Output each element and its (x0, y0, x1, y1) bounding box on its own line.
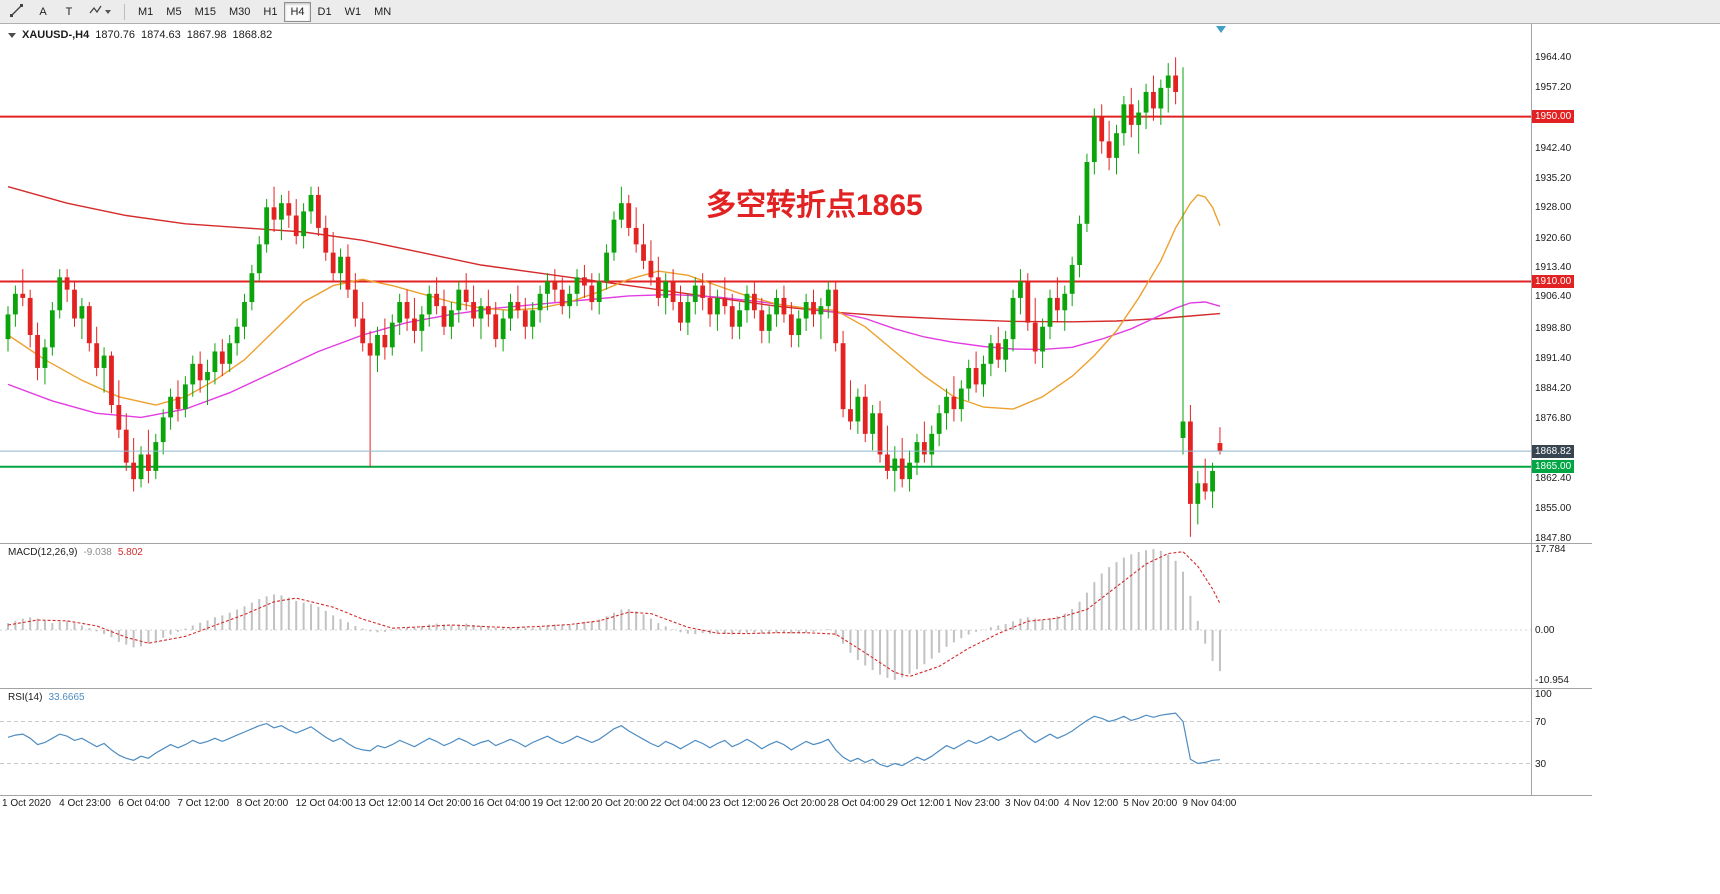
trendline-icon (10, 3, 23, 20)
time-axis-label: 28 Oct 04:00 (827, 798, 885, 809)
macd-label: MACD(12,26,9) -9.038 5.802 (8, 547, 143, 558)
time-axis-label: 26 Oct 20:00 (768, 798, 826, 809)
price-axis-label: 1957.20 (1535, 82, 1572, 94)
price-axis-label: 1935.20 (1535, 172, 1572, 184)
macd-signal-value: 5.802 (117, 547, 143, 558)
rsi-axis-label: 30 (1535, 758, 1547, 770)
time-axis-label: 6 Oct 04:00 (118, 798, 170, 809)
price-axis-label: 1964.40 (1535, 52, 1572, 64)
annotation-text: 多空转折点1865 (706, 189, 923, 222)
macd-canvas[interactable] (0, 543, 1531, 688)
rsi-canvas[interactable] (0, 688, 1531, 795)
time-axis-label: 29 Oct 12:00 (886, 798, 945, 809)
macd-main-value: -9.038 (83, 547, 112, 558)
time-axis-label: 1 Oct 2020 (2, 798, 51, 809)
time-axis-label: 9 Nov 04:00 (1182, 798, 1237, 809)
price-axis-label: 1862.40 (1535, 472, 1572, 484)
timeframe-button-H1[interactable]: H1 (257, 2, 283, 22)
time-axis-label: 4 Nov 12:00 (1064, 798, 1119, 809)
price-red-badge: 1950.00 (1532, 110, 1575, 124)
symbol-label: XAUUSD-,H4 (22, 29, 90, 41)
rsi-label: RSI(14) 33.6665 (8, 692, 85, 703)
type-tool-button[interactable]: T (57, 2, 81, 22)
timeframe-button-M5[interactable]: M5 (160, 2, 187, 22)
price-axis-label: 1891.40 (1535, 353, 1572, 365)
ohlc-open: 1870.76 (95, 29, 135, 41)
timeframe-button-D1[interactable]: D1 (312, 2, 338, 22)
toolbar: A T M1 M5 M15 M30 H1 H4 D1 W1 MN (0, 0, 1720, 24)
timeframe-button-M1[interactable]: M1 (132, 2, 159, 22)
chart-title: XAUUSD-,H4 1870.76 1874.63 1867.98 1868.… (8, 29, 272, 41)
macd-axis-label: -10.954 (1535, 674, 1569, 686)
price-chart-canvas[interactable] (0, 24, 1531, 543)
timeframe-button-M15[interactable]: M15 (189, 2, 222, 22)
timeframe-button-H4[interactable]: H4 (284, 1, 311, 22)
macd-title: MACD(12,26,9) (8, 547, 78, 558)
price-axis-label: 1898.80 (1535, 322, 1572, 334)
time-axis-label: 13 Oct 12:00 (354, 798, 412, 809)
rsi-axis-label: 100 (1535, 689, 1552, 700)
macd-axis-label: 0.00 (1535, 625, 1555, 636)
timeframe-button-MN[interactable]: MN (368, 2, 397, 22)
time-axis-label: 20 Oct 20:00 (591, 798, 649, 809)
timeframe-button-group: M1 M5 M15 M30 H1 H4 D1 W1 MN (132, 1, 397, 22)
time-axis-label: 14 Oct 20:00 (413, 798, 472, 809)
price-axis-label: 1876.80 (1535, 413, 1572, 425)
ohlc-high: 1874.63 (141, 29, 181, 41)
time-axis-label: 19 Oct 12:00 (532, 798, 590, 809)
shapes-icon (89, 4, 102, 20)
shapes-tool-button[interactable] (83, 2, 117, 22)
time-axis-label: 3 Nov 04:00 (1005, 798, 1059, 809)
chevron-down-icon (105, 9, 111, 14)
price-axis-label: 1847.80 (1535, 532, 1572, 544)
ohlc-close: 1868.82 (232, 29, 273, 41)
rsi-value: 33.6665 (48, 692, 85, 703)
rsi-axis-label: 70 (1535, 716, 1547, 728)
time-axis-label: 12 Oct 04:00 (295, 798, 353, 809)
price-axis-label: 1913.40 (1535, 262, 1572, 274)
price-axis-label: 1855.00 (1535, 502, 1572, 514)
text-tool-button[interactable]: A (31, 2, 55, 22)
chart-shift-marker (1216, 26, 1226, 33)
time-axis-line (0, 795, 1592, 796)
panel-separator[interactable] (0, 688, 1592, 689)
toolbar-separator (124, 3, 125, 20)
trendline-tool-button[interactable] (4, 2, 29, 22)
price-green-badge: 1865.00 (1532, 460, 1575, 474)
price-axis-label: 1920.60 (1535, 232, 1572, 244)
price-red-badge: 1910.00 (1532, 274, 1575, 288)
price-axis-label: 1906.40 (1535, 291, 1572, 303)
time-axis-label: 1 Nov 23:00 (945, 798, 1000, 809)
time-axis-label: 8 Oct 20:00 (236, 798, 289, 809)
panel-separator[interactable] (0, 543, 1592, 544)
price-axis-label: 1942.40 (1535, 142, 1572, 154)
price-axis-label: 1928.00 (1535, 202, 1572, 214)
time-axis-label: 7 Oct 12:00 (177, 798, 230, 809)
timeframe-button-W1[interactable]: W1 (339, 2, 368, 22)
price-axis-border (1531, 24, 1532, 795)
ohlc-low: 1867.98 (186, 29, 227, 41)
text-t-icon: T (65, 5, 73, 18)
price-axis-label: 1884.20 (1535, 382, 1572, 394)
rsi-title: RSI(14) (8, 692, 43, 703)
time-axis-label: 16 Oct 04:00 (472, 798, 531, 809)
time-axis-label: 23 Oct 12:00 (709, 798, 767, 809)
text-a-icon: A (39, 5, 47, 18)
timeframe-button-M30[interactable]: M30 (223, 2, 256, 22)
time-axis-label: 22 Oct 04:00 (650, 798, 708, 809)
price-dark-badge: 1868.82 (1532, 444, 1575, 458)
time-axis-label: 5 Nov 20:00 (1123, 798, 1178, 809)
macd-axis-label: 17.784 (1535, 543, 1566, 555)
time-axis-label: 4 Oct 23:00 (59, 798, 111, 809)
chart-menu-icon[interactable] (8, 32, 16, 38)
